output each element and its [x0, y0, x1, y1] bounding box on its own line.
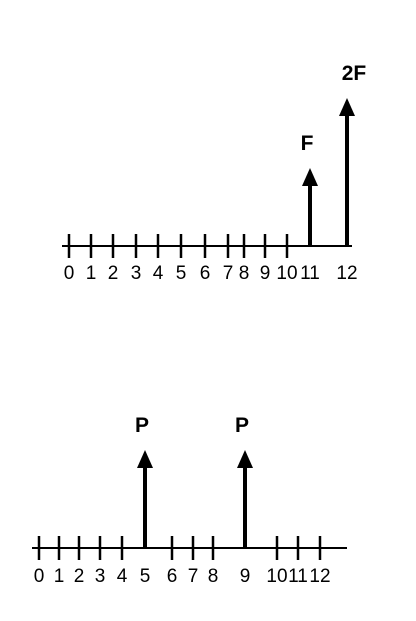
tick-label: 10 [266, 566, 287, 587]
tick-label: 4 [153, 263, 164, 284]
force-arrow-head [339, 98, 355, 116]
tick-label: 5 [176, 263, 187, 284]
tick-label: 1 [54, 566, 65, 587]
tick-label: 9 [240, 566, 251, 587]
tick-label: 7 [223, 263, 234, 284]
force-label: 2F [342, 62, 367, 85]
tick-label: 11 [300, 263, 320, 284]
force-label: F [301, 132, 314, 155]
bottom-force-diagram: 0 1 2 3 4 5 6 7 8 9 10 11 12P P [32, 414, 347, 587]
force-arrow-head [302, 168, 318, 186]
tick-label: 0 [64, 263, 75, 284]
tick-label: 0 [34, 566, 45, 587]
tick-label: 2 [108, 263, 119, 284]
tick-label: 6 [167, 566, 178, 587]
tick-label: 12 [336, 263, 357, 284]
force-label: P [235, 414, 249, 437]
tick-label: 1 [86, 263, 97, 284]
tick-label: 8 [239, 263, 250, 284]
force-arrow-head [137, 450, 153, 468]
tick-label: 2 [74, 566, 85, 587]
tick-label: 3 [95, 566, 106, 587]
tick-label: 7 [188, 566, 199, 587]
force-arrow-head [237, 450, 253, 468]
tick-label: 4 [117, 566, 128, 587]
tick-label: 11 [288, 566, 308, 587]
tick-label: 8 [208, 566, 219, 587]
tick-label: 3 [131, 263, 142, 284]
tick-label: 9 [260, 263, 271, 284]
tick-label: 6 [200, 263, 211, 284]
tick-label: 10 [276, 263, 297, 284]
tick-label: 12 [309, 566, 330, 587]
tick-label: 5 [140, 566, 151, 587]
force-label: P [135, 414, 149, 437]
